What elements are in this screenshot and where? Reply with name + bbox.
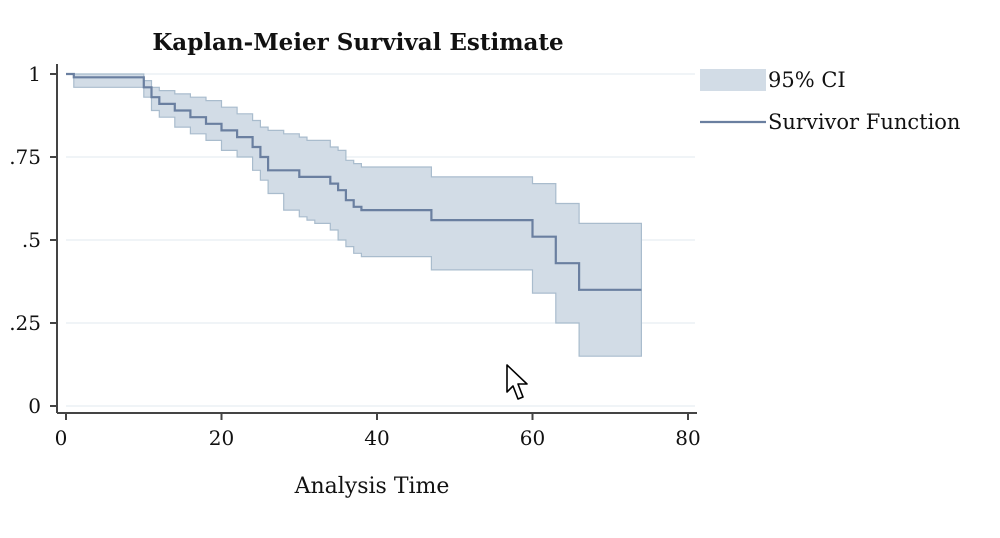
mouse-cursor-icon <box>506 364 528 400</box>
x-tick-label-2: 40 <box>364 426 389 450</box>
survivor-line-0 <box>66 72 642 291</box>
legend-label-0: 95% CI <box>768 68 846 92</box>
y-tick-label-4: 1 <box>28 62 41 86</box>
x-tick-label-4: 80 <box>675 426 700 450</box>
x-axis-title: Analysis Time <box>294 474 450 499</box>
x-tick-label-1: 20 <box>209 426 234 450</box>
legend: 95% CI Survivor Function <box>700 68 960 134</box>
legend-label-1: Survivor Function <box>768 110 960 134</box>
y-tick-label-0: 0 <box>28 394 41 418</box>
chart-title: Kaplan-Meier Survival Estimate <box>152 29 563 56</box>
y-tick-label-2: .5 <box>22 228 41 252</box>
confidence-band-layer <box>66 73 642 357</box>
x-tick-label-0: 0 <box>55 426 68 450</box>
y-axis-ticks: 0 .25 .5 .75 1 <box>9 62 57 418</box>
x-tick-label-3: 60 <box>520 426 545 450</box>
y-tick-label-3: .75 <box>9 145 41 169</box>
ci-band-0 <box>66 73 642 357</box>
legend-ci-swatch <box>700 69 766 91</box>
y-tick-label-1: .25 <box>9 311 41 335</box>
survivor-line-layer <box>66 72 642 291</box>
x-axis-ticks: 0 20 40 60 80 <box>55 413 701 450</box>
